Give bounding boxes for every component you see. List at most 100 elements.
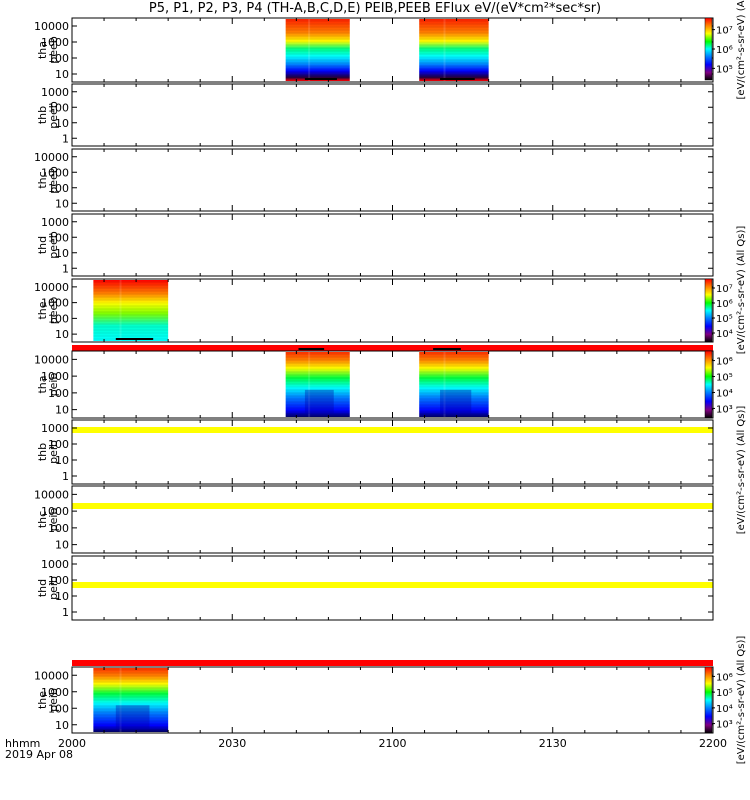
y-tick-label-1-1: 10 [55, 117, 69, 130]
y-tick-label-9-0: 10 [55, 719, 69, 732]
y-tick-label-0-1: 100 [48, 52, 69, 65]
chart-title: P5, P1, P2, P3, P4 (TH-A,B,C,D,E) PEIB,P… [148, 1, 602, 16]
colorbar-tick-9-2: 10⁵ [716, 688, 733, 699]
y-tick-label-7-3: 10000 [34, 488, 69, 501]
colorbar-tick-0-0: 10⁵ [716, 64, 733, 75]
colorbar-tick-4-1: 10⁵ [716, 314, 733, 325]
y-tick-label-3-0: 1 [62, 262, 69, 275]
panel-label-4: thepeeb [36, 297, 60, 325]
colorbar-5 [704, 350, 713, 419]
spectrogram-block-5-0 [285, 352, 350, 417]
colorbar-label-9: [eV/(cm²-s-sr-eV) (All Qs)] [736, 636, 747, 765]
colorbar-tick-9-0: 10³ [716, 720, 733, 731]
y-tick-label-0-3: 10000 [34, 20, 69, 33]
panel-frame-3 [71, 213, 714, 277]
panel-label-1: thbpeeb [36, 101, 60, 129]
panel-frame-5 [71, 350, 714, 419]
y-tick-label-1-3: 1000 [41, 86, 69, 99]
x-axis-label-date: 2019 Apr 08 [5, 748, 73, 761]
y-tick-label-2-2: 1000 [41, 166, 69, 179]
y-tick-label-5-2: 1000 [41, 370, 69, 383]
spectrogram-texture-0-1 [419, 19, 489, 81]
mode-bar-6 [72, 503, 713, 509]
y-tick-label-7-2: 1000 [41, 505, 69, 518]
y-tick-label-1-0: 1 [62, 132, 69, 145]
panel-frame-1 [71, 83, 714, 147]
colorbar-tick-9-1: 10⁴ [716, 704, 733, 715]
y-tick-label-6-0: 1 [62, 470, 69, 483]
mode-bar-4 [72, 345, 713, 351]
x-tick-label-1: 2030 [218, 737, 246, 750]
spectrogram-block-9-0 [93, 668, 169, 732]
y-tick-label-2-1: 100 [48, 182, 69, 195]
y-tick-label-8-1: 10 [55, 590, 69, 603]
y-tick-label-4-0: 10 [55, 328, 69, 341]
y-tick-label-5-1: 100 [48, 387, 69, 400]
panel-label-7: thcpeib [36, 508, 60, 532]
spectrogram-texture-5-0 [285, 348, 350, 417]
y-tick-label-3-1: 10 [55, 247, 69, 260]
panel-label-3: thdpeeb [36, 231, 60, 259]
y-tick-label-2-0: 10 [55, 197, 69, 210]
colorbar-tick-5-3: 10⁶ [716, 357, 733, 368]
spectrogram-texture-4-0 [93, 280, 169, 341]
y-tick-label-8-0: 1 [62, 606, 69, 619]
colorbar-tick-5-2: 10⁵ [716, 373, 733, 384]
y-tick-label-0-2: 1000 [41, 36, 69, 49]
colorbar-label-0: [eV/(cm²-s-sr-eV) (A [736, 0, 747, 99]
colorbar-tick-9-3: 10⁶ [716, 672, 733, 683]
colorbar-0 [704, 17, 713, 81]
y-tick-label-6-3: 1000 [41, 422, 69, 435]
y-tick-label-6-1: 10 [55, 454, 69, 467]
x-tick-label-3: 2130 [539, 737, 567, 750]
colorbar-9 [704, 666, 713, 734]
spectrogram-block-0-0 [285, 19, 350, 81]
colorbar-tick-0-1: 10⁶ [716, 45, 733, 56]
y-tick-label-9-2: 1000 [41, 686, 69, 699]
y-tick-label-4-3: 10000 [34, 281, 69, 294]
colorbar-tick-0-2: 10⁷ [716, 26, 733, 37]
y-tick-label-9-3: 10000 [34, 669, 69, 682]
colorbar-tick-5-0: 10³ [716, 404, 733, 415]
panel-label-9: thepeib [36, 688, 60, 712]
panel-frame-7 [71, 485, 714, 554]
panel-label-5: thapeib [36, 373, 60, 397]
x-tick-label-4: 2200 [699, 737, 727, 750]
y-tick-label-5-0: 10 [55, 404, 69, 417]
colorbar-tick-4-3: 10⁷ [716, 284, 733, 295]
mode-bar-8 [72, 660, 713, 666]
spectrogram-texture-0-0 [285, 19, 350, 81]
y-tick-label-3-2: 100 [48, 231, 69, 244]
colorbar-label-5: [eV/(cm²-s-sr-eV) (All Qs)] [736, 406, 747, 535]
x-axis-label-hhmm: hhmm [5, 737, 40, 750]
spectrogram-texture-5-1 [419, 348, 489, 417]
y-tick-label-4-2: 1000 [41, 297, 69, 310]
y-tick-label-0-0: 10 [55, 68, 69, 81]
y-tick-label-8-2: 100 [48, 574, 69, 587]
y-tick-label-1-2: 100 [48, 101, 69, 114]
panel-label-6: thbpeib [36, 440, 60, 464]
panel-frame-0 [71, 17, 714, 83]
mode-bar-7 [72, 582, 713, 588]
colorbar-tick-5-1: 10⁴ [716, 388, 733, 399]
y-tick-label-6-2: 100 [48, 438, 69, 451]
panel-label-2: thcpeeb [36, 166, 60, 194]
x-tick-label-0: 2000 [58, 737, 86, 750]
spectrogram-block-4-0 [93, 280, 169, 341]
y-tick-label-3-3: 1000 [41, 216, 69, 229]
y-tick-label-8-3: 1000 [41, 558, 69, 571]
spectrogram-block-5-1 [419, 352, 489, 417]
colorbar-label-4: [eV/(cm²-s-sr-eV) (All Qs)] [736, 226, 747, 355]
spectrogram-block-0-1 [419, 19, 489, 81]
y-tick-label-5-3: 10000 [34, 353, 69, 366]
x-tick-label-2: 2100 [379, 737, 407, 750]
colorbar-tick-4-2: 10⁶ [716, 299, 733, 310]
spectrogram-texture-9-0 [93, 668, 169, 732]
panel-label-8: thdpeib [36, 576, 60, 600]
y-tick-label-9-1: 100 [48, 702, 69, 715]
y-tick-label-4-1: 100 [48, 312, 69, 325]
y-tick-label-2-3: 10000 [34, 151, 69, 164]
colorbar-tick-4-0: 10⁴ [716, 329, 733, 340]
y-tick-label-7-1: 100 [48, 522, 69, 535]
